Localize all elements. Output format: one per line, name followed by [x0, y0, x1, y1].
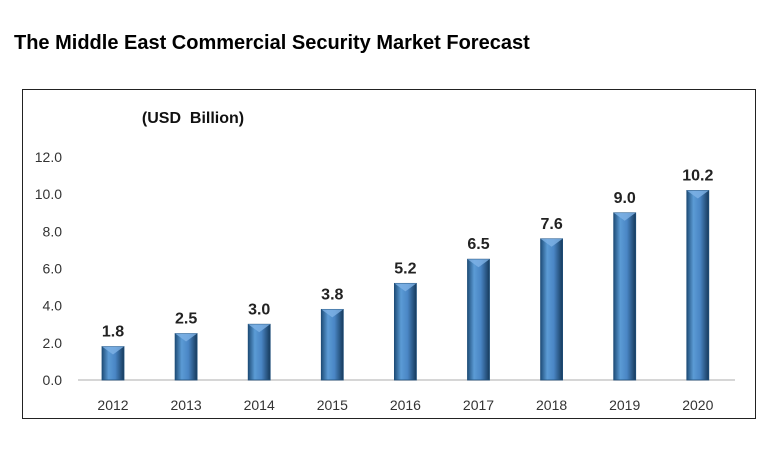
bar-bevel — [102, 346, 124, 355]
y-tick-label: 8.0 — [43, 223, 63, 239]
y-tick-label: 0.0 — [43, 372, 63, 388]
data-label: 1.8 — [102, 324, 124, 341]
x-tick-label: 2013 — [171, 397, 202, 413]
x-tick-label: 2015 — [317, 397, 348, 413]
data-label: 6.5 — [467, 236, 489, 253]
x-tick-label: 2020 — [682, 397, 713, 413]
bar-bevel — [686, 190, 709, 199]
x-tick-label: 2018 — [536, 397, 567, 413]
bar-2018 — [540, 238, 563, 381]
y-tick-label: 2.0 — [43, 335, 63, 351]
y-tick-label: 10.0 — [35, 186, 62, 202]
bar-bevel — [540, 238, 563, 247]
x-tick-label: 2016 — [390, 397, 421, 413]
bar-bevel — [321, 309, 344, 318]
bar-bevel — [175, 333, 198, 342]
bar-2015 — [320, 308, 344, 381]
data-label: 3.8 — [321, 286, 343, 303]
data-label: 9.0 — [614, 190, 636, 207]
data-label: 7.6 — [540, 216, 562, 233]
bar-2017 — [467, 258, 490, 381]
x-tick-label: 2012 — [97, 397, 128, 413]
bar-2016 — [393, 282, 417, 381]
x-tick-label: 2019 — [609, 397, 640, 413]
data-label: 3.0 — [248, 301, 270, 318]
bar-bevel — [248, 324, 271, 333]
bar-2020 — [686, 190, 710, 381]
x-tick-label: 2017 — [463, 397, 494, 413]
data-label: 2.5 — [175, 311, 197, 328]
chart-frame — [22, 89, 756, 419]
x-tick-label: 2014 — [244, 397, 275, 413]
y-tick-label: 4.0 — [43, 298, 63, 314]
data-label: 5.2 — [394, 260, 416, 277]
bar-2014 — [247, 323, 271, 381]
bar-bevel — [394, 283, 417, 292]
bar-2019 — [613, 212, 637, 381]
y-tick-label: 12.0 — [35, 149, 62, 165]
y-tick-label: 6.0 — [43, 261, 63, 277]
bar-bevel — [467, 259, 490, 268]
data-label: 10.2 — [682, 167, 713, 184]
unit-label: (USD Billion) — [142, 110, 244, 127]
page-title: The Middle East Commercial Security Mark… — [14, 32, 530, 54]
bar-bevel — [613, 212, 636, 221]
